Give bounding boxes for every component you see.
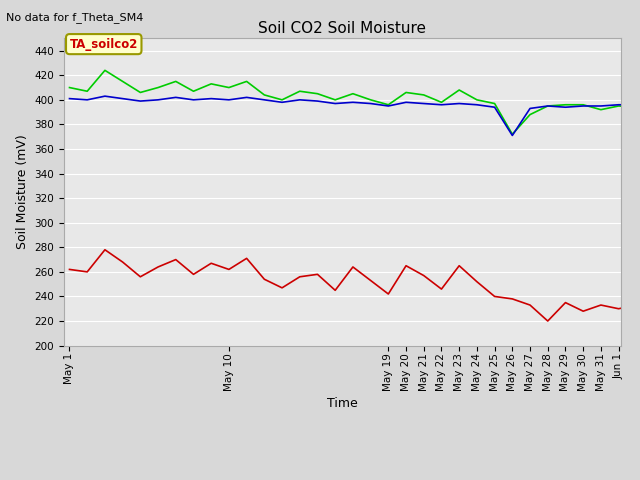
Theta 1 (349, 264, 356, 270)
Theta 1 (101, 247, 109, 252)
Theta 2 (278, 97, 286, 103)
Theta 3 (332, 101, 339, 107)
Theta 3 (349, 99, 356, 105)
Theta 2 (349, 91, 356, 96)
Text: No data for f_Theta_SM4: No data for f_Theta_SM4 (6, 12, 144, 23)
Theta 3 (509, 132, 516, 138)
Line: Theta 2: Theta 2 (70, 71, 640, 134)
Theta 1 (367, 277, 374, 283)
Y-axis label: Soil Moisture (mV): Soil Moisture (mV) (16, 134, 29, 250)
Title: Soil CO2 Soil Moisture: Soil CO2 Soil Moisture (259, 21, 426, 36)
Theta 1 (278, 285, 286, 291)
Theta 1 (66, 266, 74, 272)
Theta 3 (66, 96, 74, 101)
Line: Theta 1: Theta 1 (70, 250, 640, 333)
Line: Theta 3: Theta 3 (70, 89, 640, 135)
Theta 2 (509, 132, 516, 137)
Legend: Theta 1, Theta 2, Theta 3: Theta 1, Theta 2, Theta 3 (185, 476, 500, 480)
Theta 2 (66, 84, 74, 90)
Theta 2 (101, 68, 109, 73)
Theta 2 (367, 97, 374, 103)
Theta 3 (260, 97, 268, 103)
Text: TA_soilco2: TA_soilco2 (70, 37, 138, 50)
X-axis label: Time: Time (327, 396, 358, 409)
